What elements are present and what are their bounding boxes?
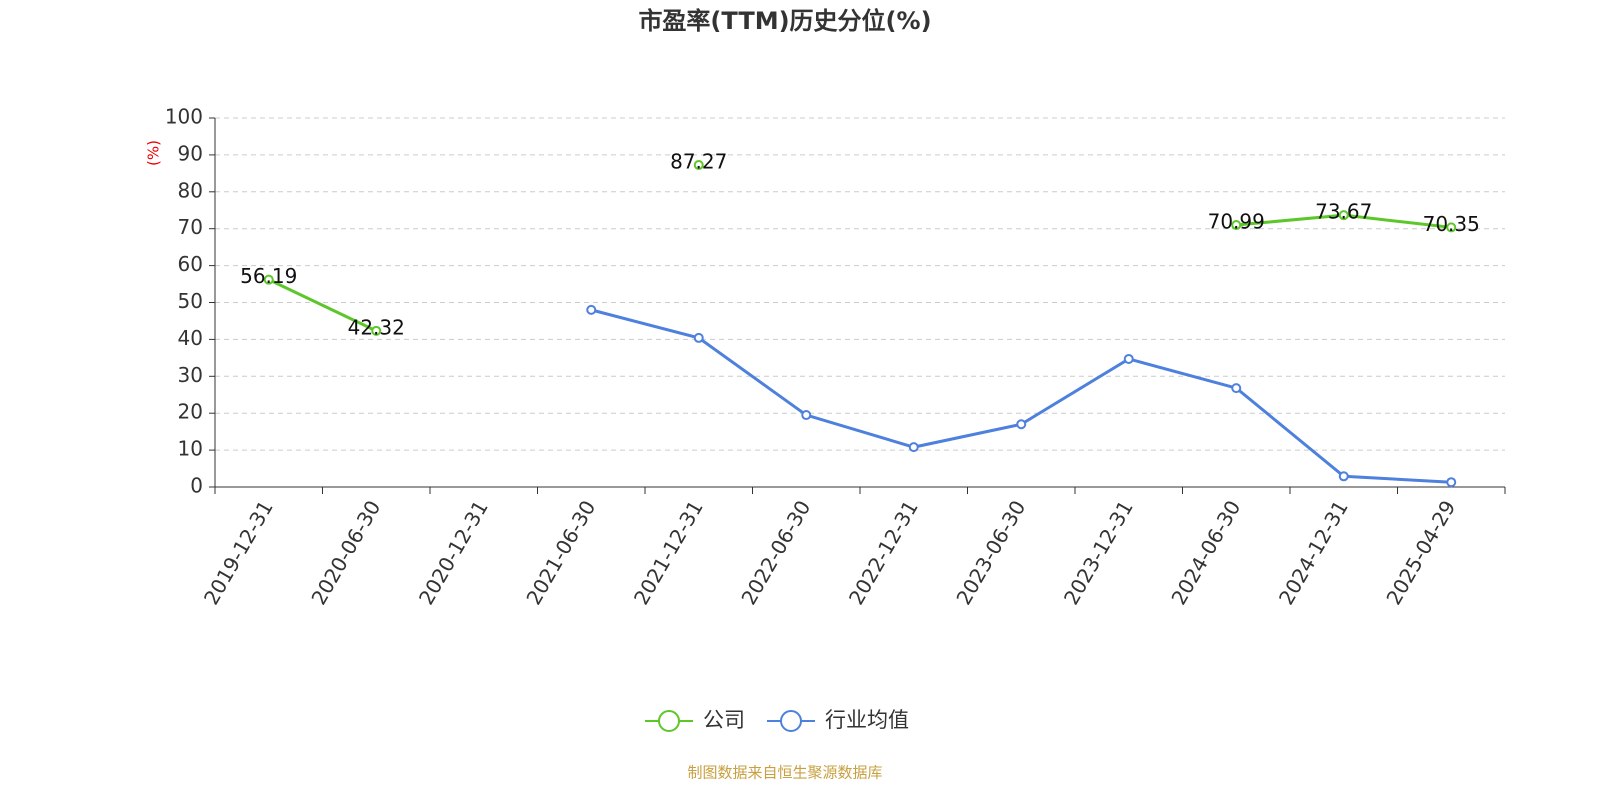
x-tick-label: 2023-12-31: [1059, 496, 1138, 609]
point: [908, 442, 919, 453]
point: [1016, 419, 1027, 430]
data-label: 56.19: [240, 264, 297, 288]
y-tick-label: 50: [178, 289, 203, 313]
x-tick-label: 2022-12-31: [844, 496, 923, 609]
point: [1446, 477, 1457, 488]
y-tick-label: 20: [178, 400, 203, 424]
point: [1231, 220, 1242, 231]
point: [1446, 222, 1457, 233]
series-line: [268, 213, 1452, 333]
x-tick-label: 2021-12-31: [629, 496, 708, 609]
x-tick-label: 2024-06-30: [1166, 496, 1245, 609]
source-note: 制图数据来自恒生聚源数据库: [687, 764, 882, 782]
legend-marker: [658, 710, 680, 732]
legend-label: 行业均值: [825, 708, 909, 732]
y-tick-label: 0: [190, 474, 203, 498]
x-tick-label: 2022-06-30: [736, 496, 815, 609]
point: [801, 410, 812, 421]
point: [371, 325, 382, 336]
x-tick-label: 2021-06-30: [521, 496, 600, 609]
y-tick-label: 80: [178, 178, 203, 202]
x-tick-label: 2019-12-31: [199, 496, 278, 609]
chart-title: 市盈率(TTM)历史分位(%): [638, 7, 931, 35]
data-label: 87.27: [670, 149, 727, 173]
point: [693, 159, 704, 170]
point: [1338, 471, 1349, 482]
point: [586, 304, 597, 315]
y-tick-label: 40: [178, 326, 203, 350]
legend-label: 公司: [703, 708, 745, 732]
legend-item[interactable]: 行业均值: [767, 708, 909, 732]
point: [263, 274, 274, 285]
legend-marker: [780, 710, 802, 732]
data-label: 70.99: [1208, 210, 1265, 234]
series-line: [590, 308, 1452, 484]
data-label: 73.67: [1315, 200, 1372, 224]
x-tick-label: 2020-06-30: [306, 496, 385, 609]
point: [693, 332, 704, 343]
y-tick-label: 10: [178, 437, 203, 461]
y-tick-label: 30: [178, 363, 203, 387]
y-tick-label: 60: [178, 252, 203, 276]
x-tick-label: 2024-12-31: [1274, 496, 1353, 609]
data-label: 42.32: [348, 315, 405, 339]
data-label: 70.35: [1423, 212, 1480, 236]
x-tick-label: 2025-04-29: [1381, 496, 1460, 609]
y-tick-label: 70: [178, 215, 203, 239]
point: [1231, 383, 1242, 394]
y-axis-label: (%): [145, 140, 163, 166]
point: [1338, 210, 1349, 221]
x-tick-label: 2020-12-31: [414, 496, 493, 609]
y-tick-label: 90: [178, 141, 203, 165]
x-tick-label: 2023-06-30: [951, 496, 1030, 609]
y-tick-label: 100: [165, 105, 203, 129]
legend-item[interactable]: 公司: [645, 708, 745, 732]
point: [1123, 353, 1134, 364]
